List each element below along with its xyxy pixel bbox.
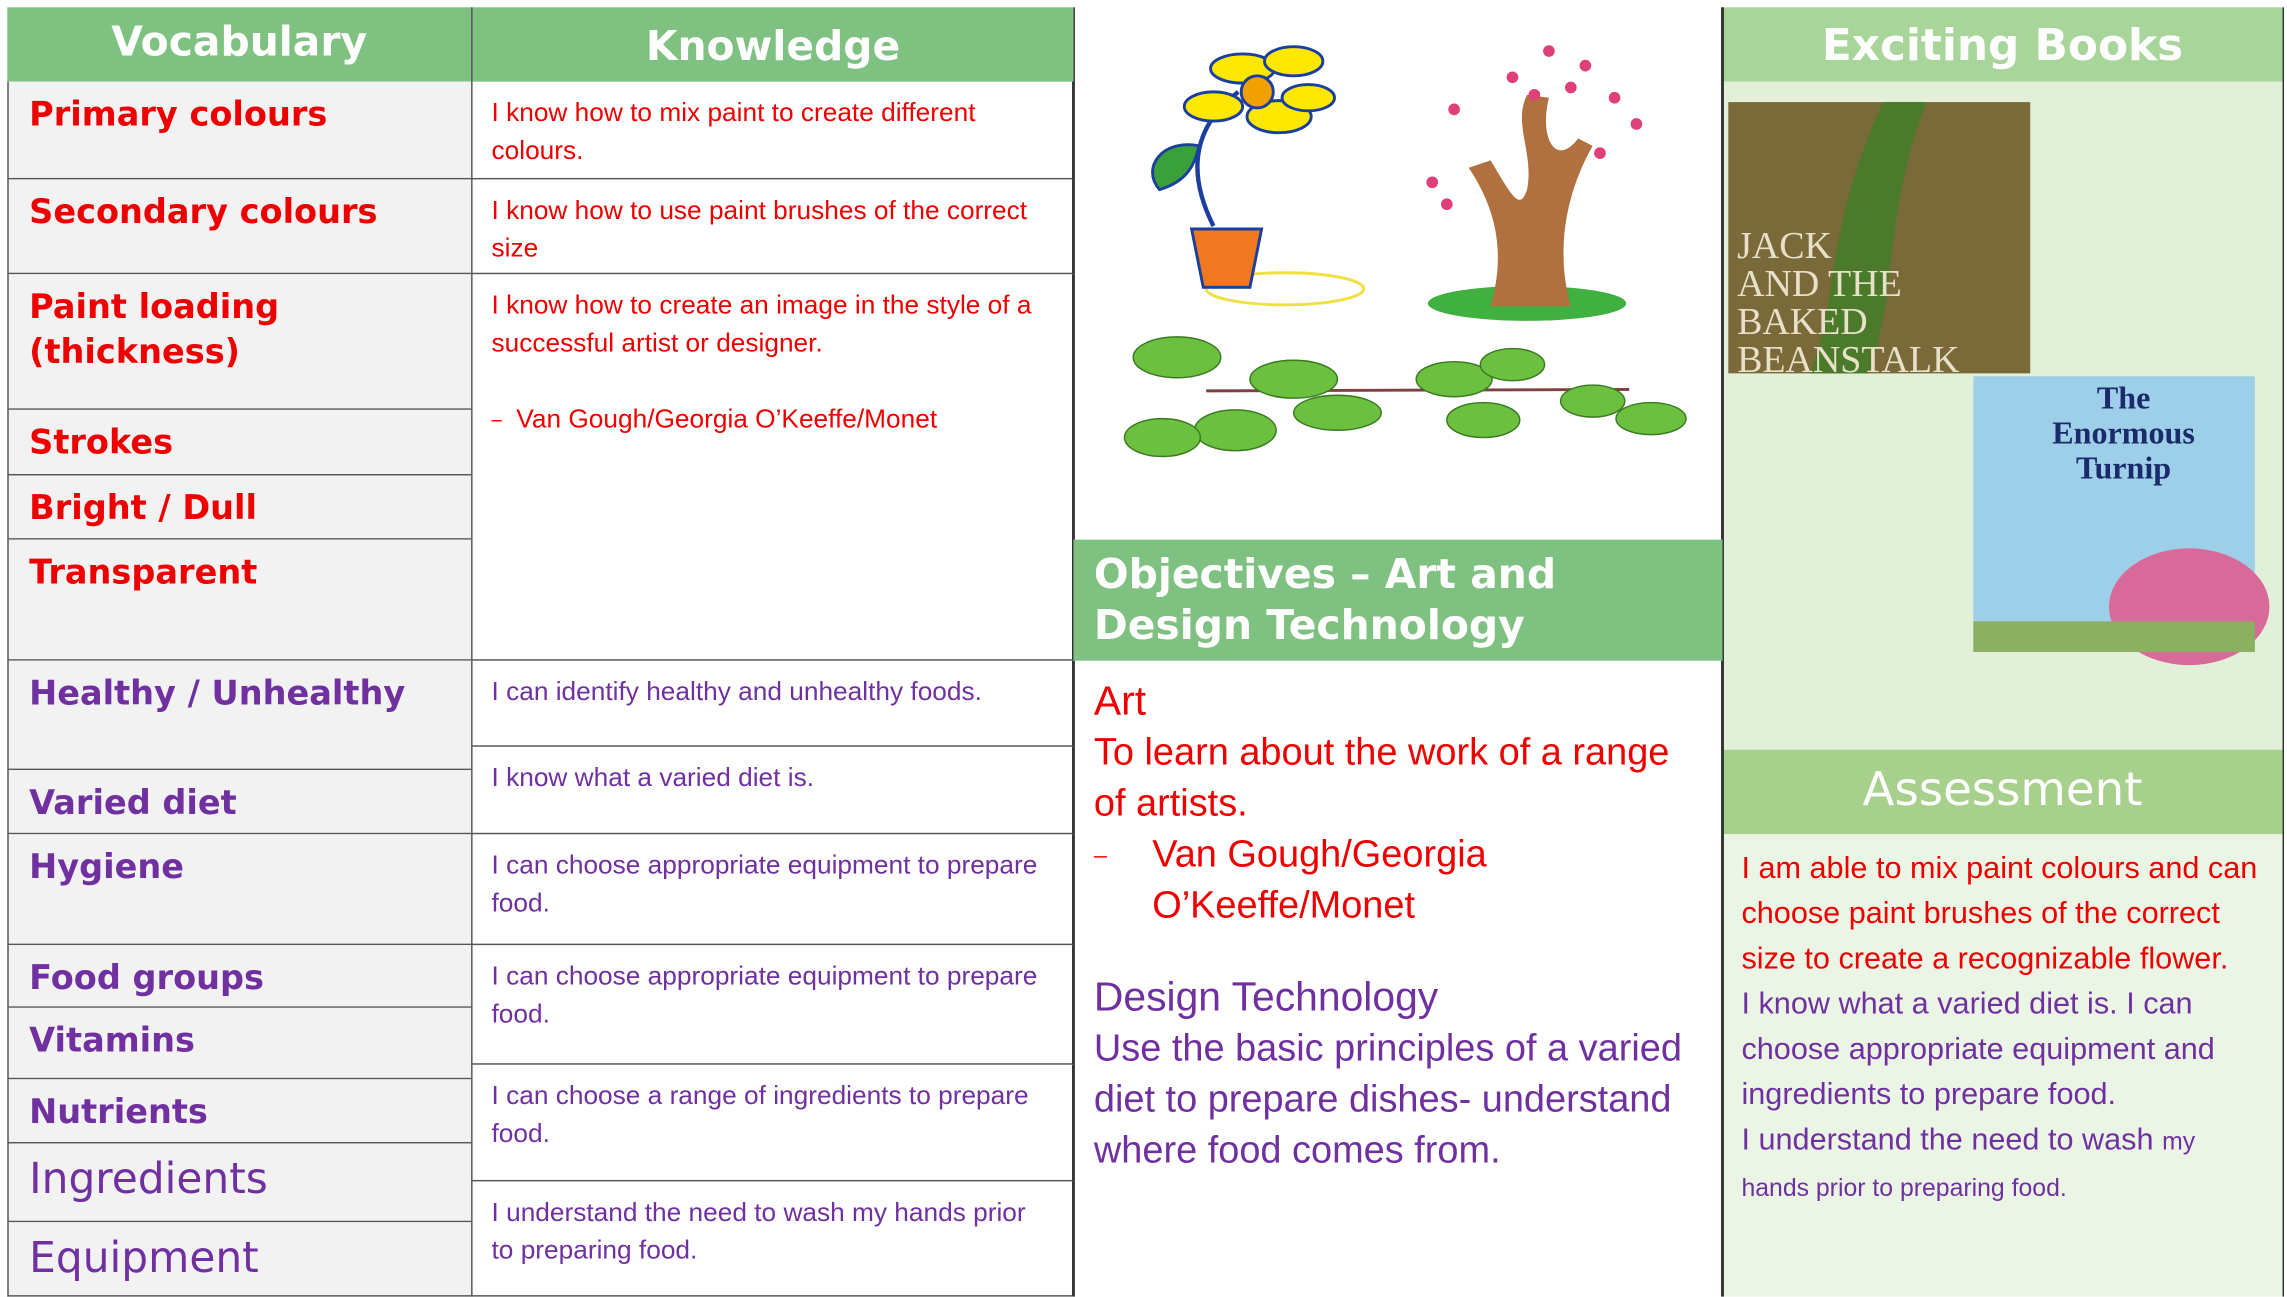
knowledge-cell: I know what a varied diet is.: [471, 746, 1074, 835]
assessment-art: I am able to mix paint colours and can c…: [1741, 851, 2258, 976]
dt-text: Use the basic principles of a varied die…: [1093, 1025, 1682, 1172]
art-artists: Van Gough/Georgia O’Keeffe/Monet: [1152, 831, 1487, 927]
knowledge-text: I know how to create an image in the sty…: [491, 290, 1032, 358]
artist-list: Van Gough/Georgia O’Keeffe/Monet: [491, 400, 1054, 438]
vocab-term: Primary colours: [7, 81, 472, 180]
vocab-term: Paint loading (thickness): [7, 274, 472, 410]
knowledge-cell: I can choose appropriate equipment to pr…: [471, 945, 1074, 1065]
assessment-body: I am able to mix paint colours and can c…: [1722, 834, 2283, 1297]
knowledge-text: I can choose a range of ingredients to p…: [491, 1080, 1029, 1148]
knowledge-text: I know how to use paint brushes of the c…: [491, 195, 1028, 263]
dt-title: Design Technology: [1093, 974, 1439, 1020]
knowledge-text: I know what a varied diet is.: [491, 762, 815, 792]
divider: [2282, 7, 2285, 1297]
assessment-dt: I know what a varied diet is. I can choo…: [1741, 987, 2215, 1112]
hygiene-text: I understand the need to wash: [1741, 1123, 2154, 1157]
knowledge-text: I can identify healthy and unhealthy foo…: [491, 676, 982, 706]
book-2-title: The Enormous Turnip: [2000, 379, 2248, 486]
knowledge-text: I can choose appropriate equipment to pr…: [491, 850, 1038, 918]
vocab-term: Secondary colours: [7, 179, 472, 275]
artists: Van Gough/Georgia O’Keeffe/Monet: [516, 404, 938, 434]
divider: [1722, 7, 1724, 1297]
knowledge-cell: I know how to create an image in the sty…: [471, 274, 1074, 661]
books-area: JACK AND THE BAKED BEANSTALK The Enormous Tur…: [1722, 81, 2283, 750]
objectives-body: Art To learn about the work of a range o…: [1073, 660, 1723, 1297]
cover-line: BEANSTALK: [1737, 338, 1960, 381]
books-header: Exciting Books: [1722, 7, 2283, 82]
vocab-term: Equipment: [7, 1222, 472, 1297]
vocab-term: Bright / Dull: [7, 475, 472, 540]
book-covers: [1728, 102, 2270, 666]
cover-line: Enormous: [2052, 414, 2195, 451]
knowledge-cell: I can choose a range of ingredients to p…: [471, 1064, 1074, 1182]
vocab-term: Nutrients: [7, 1079, 472, 1144]
vocab-term: Vitamins: [7, 1007, 472, 1080]
knowledge-text: I know how to mix paint to create differ…: [491, 97, 976, 165]
knowledge-cell: I know how to mix paint to create differ…: [471, 81, 1074, 180]
cover-line: Turnip: [2075, 449, 2172, 486]
cover-line: AND THE: [1737, 262, 1902, 305]
pictures: [1073, 7, 1723, 540]
hygiene-small: my hands prior to preparing food.: [1741, 1127, 2196, 1202]
vocab-term: Hygiene: [7, 834, 472, 946]
knowledge-cell: I can identify healthy and unhealthy foo…: [471, 660, 1074, 747]
knowledge-cell: I know how to use paint brushes of the c…: [471, 179, 1074, 275]
assessment-header: Assessment: [1722, 749, 2283, 835]
knowledge-cell: I understand the need to wash my hands p…: [471, 1181, 1074, 1297]
knowledge-header: Knowledge: [471, 7, 1074, 82]
knowledge-text: I understand the need to wash my hands p…: [491, 1197, 1026, 1265]
vocab-term: Transparent: [7, 539, 472, 661]
illustration: [1123, 45, 1687, 458]
knowledge-text: I can choose appropriate equipment to pr…: [491, 961, 1038, 1029]
vocab-term: Food groups: [7, 945, 472, 1008]
knowledge-cell: I can choose appropriate equipment to pr…: [471, 834, 1074, 946]
art-list: Van Gough/Georgia O’Keeffe/Monet: [1093, 828, 1702, 930]
cover-line: JACK: [1737, 224, 1832, 267]
art-text: To learn about the work of a range of ar…: [1093, 729, 1670, 825]
dash: [491, 419, 502, 422]
book-1-title: JACK AND THE BAKED BEANSTALK: [1737, 224, 2029, 381]
cover-line: BAKED: [1737, 300, 1868, 343]
vocab-term: Varied diet: [7, 770, 472, 835]
vocab-term: Healthy / Unhealthy: [7, 660, 472, 771]
objectives-header: Objectives – Art and Design Technology: [1073, 539, 1723, 661]
cover-line: The: [2096, 379, 2151, 416]
vocab-header: Vocabulary: [7, 7, 472, 82]
vocab-term: Strokes: [7, 409, 472, 476]
vocab-term: Ingredients: [7, 1143, 472, 1223]
art-title: Art: [1093, 678, 1147, 724]
assessment-hygiene: I understand the need to wash my hands p…: [1741, 1117, 2263, 1210]
